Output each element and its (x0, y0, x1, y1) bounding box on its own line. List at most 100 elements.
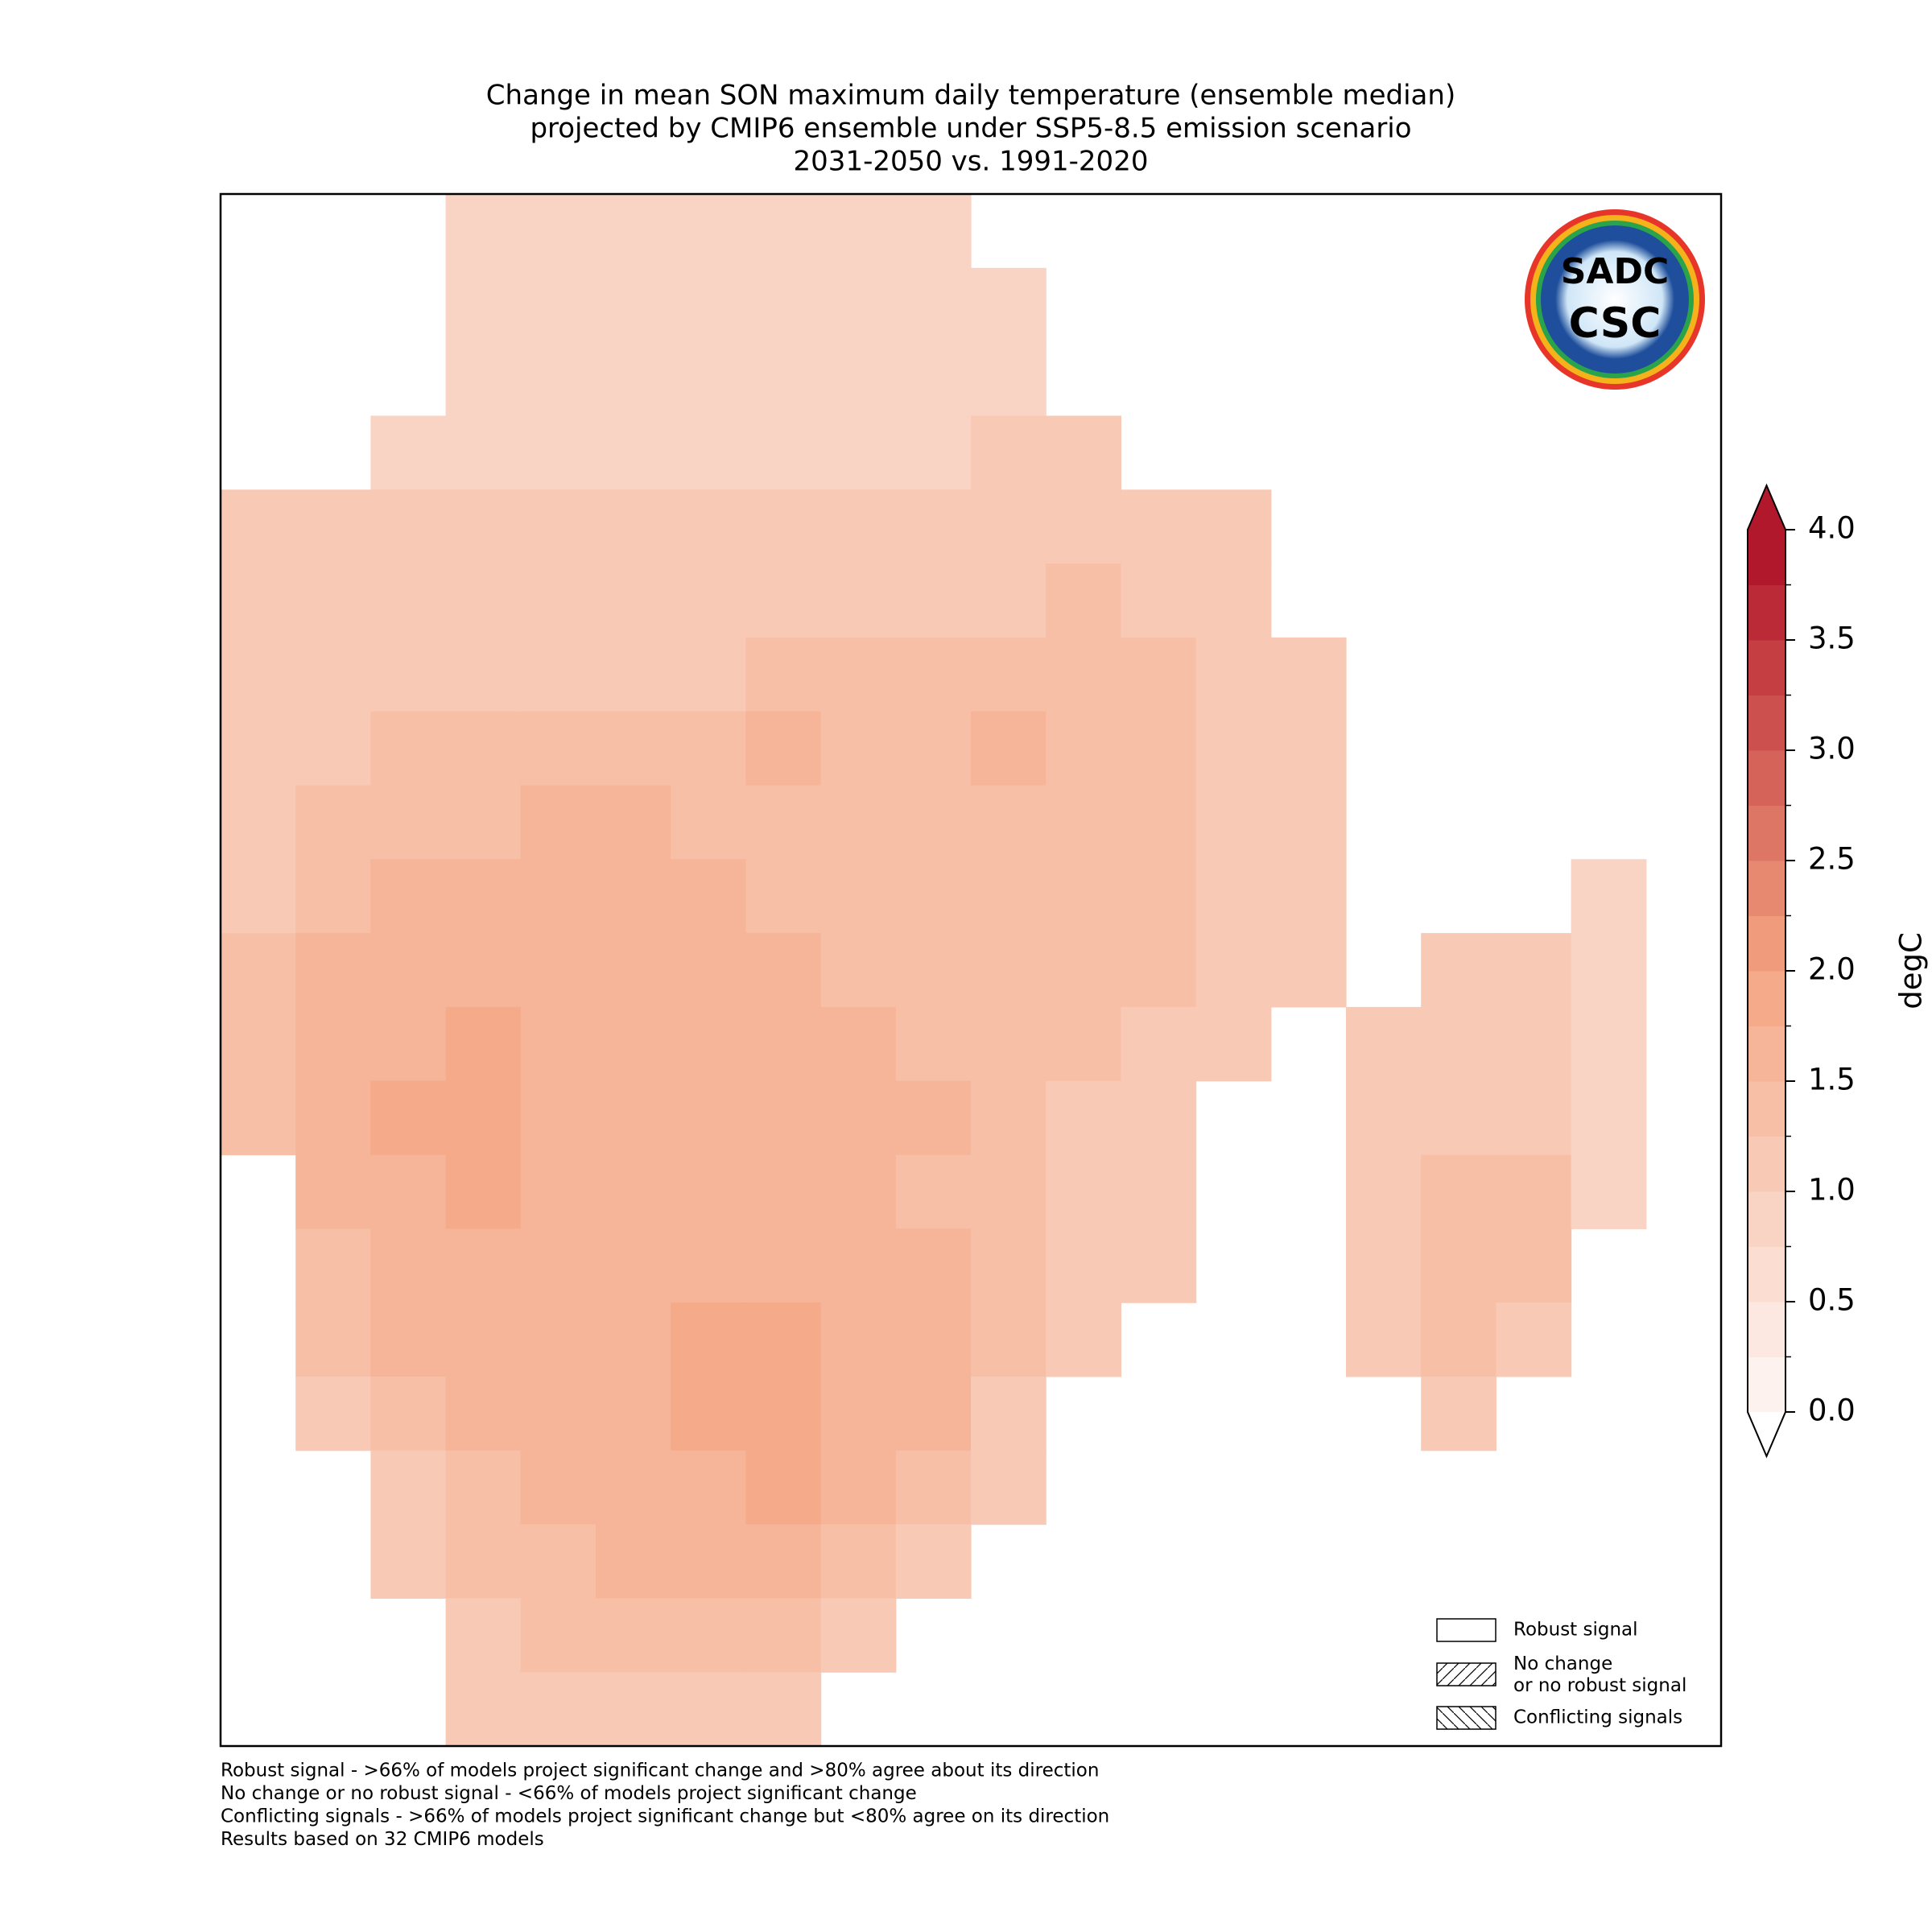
grid-cell (820, 1450, 897, 1525)
grid-cell (745, 489, 822, 564)
grid-cell (895, 1154, 972, 1229)
grid-cell (745, 1080, 822, 1156)
grid-cell (895, 1524, 972, 1599)
grid-cell (1046, 711, 1121, 786)
grid-cell (1046, 859, 1121, 934)
colorbar-bin (1748, 1302, 1785, 1357)
grid-cell (520, 859, 597, 934)
grid-cell (445, 933, 522, 1008)
grid-cell (1421, 1376, 1496, 1451)
grid-cell (745, 1302, 822, 1377)
grid-cell (221, 637, 296, 712)
colorbar-tick-label: 1.0 (1808, 1173, 1856, 1208)
grid-cell (221, 859, 296, 934)
grid-cell (820, 711, 897, 786)
grid-cell (1195, 1006, 1272, 1082)
grid-cell (370, 1376, 447, 1451)
grid-cell (596, 1524, 671, 1599)
footnote: Robust signal - >66% of models project s… (221, 1761, 1099, 1781)
grid-cell (445, 415, 522, 490)
grid-cell (596, 1080, 671, 1156)
grid-cell (971, 1302, 1046, 1377)
grid-cell (295, 859, 371, 934)
grid-cell (820, 341, 897, 417)
grid-cell (971, 1154, 1046, 1229)
colorbar-tick-label: 3.5 (1808, 621, 1856, 656)
grid-cell (671, 341, 746, 417)
grid-cell (1496, 1154, 1572, 1229)
grid-cell (971, 267, 1046, 343)
grid-cell (895, 859, 972, 934)
grid-cell (895, 267, 972, 343)
grid-cell (1496, 1080, 1572, 1156)
grid-cell (445, 1228, 522, 1303)
grid-cell (445, 1598, 522, 1673)
grid-cell (820, 1080, 897, 1156)
grid-cell (445, 1006, 522, 1082)
colorbar-tick-label: 0.0 (1808, 1393, 1856, 1428)
grid-cell (445, 711, 522, 786)
grid-cell (745, 1376, 822, 1451)
grid-cell (520, 1450, 597, 1525)
grid-cell (971, 489, 1046, 564)
grid-cell (1571, 1006, 1647, 1082)
grid-cell (820, 1524, 897, 1599)
grid-cell (671, 194, 746, 269)
colorbar-bin (1748, 1246, 1785, 1302)
grid-cell (596, 1154, 671, 1229)
plot-frame (219, 192, 1723, 1748)
grid-cell (745, 1006, 822, 1082)
grid-cell (1270, 933, 1347, 1008)
grid-cell (445, 1376, 522, 1451)
grid-cell (1121, 637, 1197, 712)
title-line: Change in mean SON maximum daily tempera… (486, 80, 1455, 112)
grid-cell (1046, 489, 1121, 564)
grid-cell (745, 711, 822, 786)
grid-cell (820, 1302, 897, 1377)
grid-cell (671, 1524, 746, 1599)
grid-cell (370, 1080, 447, 1156)
grid-cell (895, 489, 972, 564)
grid-cell (971, 415, 1046, 490)
grid-cell (745, 267, 822, 343)
grid-cell (221, 933, 296, 1008)
grid-cell (971, 564, 1046, 638)
grid-cell (745, 194, 822, 269)
grid-cell (1046, 1154, 1121, 1229)
grid-cell (445, 1672, 522, 1747)
grid-cell (1046, 1080, 1121, 1156)
grid-cell (671, 1302, 746, 1377)
grid-cell (221, 711, 296, 786)
grid-cell (745, 1524, 822, 1599)
grid-cell (295, 1228, 371, 1303)
title: Change in mean SON maximum daily tempera… (486, 80, 1455, 178)
grid-cell (1571, 933, 1647, 1008)
grid-cell (1496, 933, 1572, 1008)
grid-cell (445, 1524, 522, 1599)
legend-swatch (1436, 1706, 1496, 1730)
grid-cell (295, 637, 371, 712)
grid-cell (1270, 711, 1347, 786)
grid-cell (445, 267, 522, 343)
grid-cell (445, 564, 522, 638)
grid-cell (1346, 1080, 1422, 1156)
colorbar-tick-label: 4.0 (1808, 511, 1856, 546)
grid-cell (1046, 637, 1121, 712)
grid-cell (671, 1154, 746, 1229)
grid-cell (520, 1524, 597, 1599)
grid-cell (370, 1302, 447, 1377)
grid-cell (295, 711, 371, 786)
grid-cell (520, 933, 597, 1008)
grid-cell (895, 1228, 972, 1303)
grid-cell (745, 1228, 822, 1303)
grid-cell (520, 267, 597, 343)
grid-cell (895, 1302, 972, 1377)
grid-cell (1270, 637, 1347, 712)
grid-cell (1195, 637, 1272, 712)
legend: Robust signal No change or no robust signa… (1436, 1618, 1686, 1730)
grid-cell (671, 1006, 746, 1082)
colorbar-bin (1748, 1356, 1785, 1413)
grid-cell (295, 489, 371, 564)
grid-cell (520, 1598, 597, 1673)
